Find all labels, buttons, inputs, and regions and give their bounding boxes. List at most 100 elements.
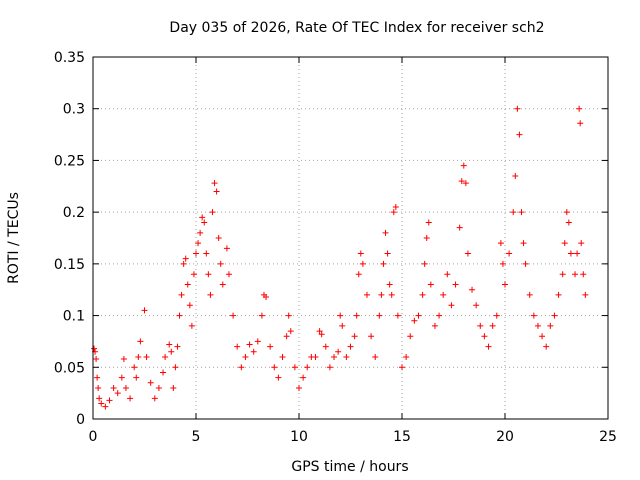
data-point [493,312,500,319]
data-point [300,374,307,381]
data-point [339,322,346,329]
data-point [539,333,546,340]
data-point [114,390,121,397]
data-point [440,291,447,298]
data-point [368,333,375,340]
data-point [316,328,323,335]
data-point [326,364,333,371]
data-point [534,322,541,329]
data-point [106,397,113,404]
y-tick-label: 0.15 [54,257,85,273]
y-tick-label: 0.2 [63,205,85,221]
data-point [357,250,364,257]
data-point [499,260,506,267]
data-point [174,343,181,350]
data-point [448,302,455,309]
data-point [271,364,278,371]
y-tick-label: 0.25 [54,153,85,169]
data-point [530,312,537,319]
data-point [497,240,504,247]
data-point [458,178,465,185]
data-point [580,271,587,278]
data-point [473,302,480,309]
data-point [372,353,379,360]
data-point [291,364,298,371]
data-point [510,209,517,216]
x-tick-label: 25 [599,429,617,445]
data-point [407,333,414,340]
data-point [98,400,105,407]
data-point [572,271,579,278]
data-point [246,341,253,348]
data-point [182,255,189,262]
data-point [304,364,311,371]
data-point [563,209,570,216]
data-point [337,312,344,319]
grid-lines [93,57,608,419]
plot-frame [92,56,609,420]
data-point [201,219,208,226]
data-point [518,209,525,216]
data-point [160,369,167,376]
data-point [582,291,589,298]
data-point [481,333,488,340]
data-point [565,219,572,226]
x-tick-label: 20 [496,429,514,445]
data-point [250,348,257,355]
data-point [464,250,471,257]
data-point [296,384,302,391]
axis-ticks: 0 5 10 15 20 25 0 0.05 0.1 0.15 0.2 0.25 0.3 0.35 [54,50,617,445]
y-tick-label: 0.35 [54,50,85,66]
data-point [127,395,134,402]
y-tick-label: 0.3 [63,102,85,118]
data-point [425,219,432,226]
data-point [506,250,513,257]
data-point [431,322,438,329]
data-point [427,281,434,288]
data-point [267,343,274,350]
data-point [217,260,224,267]
data-point [576,105,583,112]
data-point [143,353,150,360]
data-point [380,260,387,267]
data-point [388,291,395,298]
data-point [176,312,183,319]
data-point [180,260,187,267]
x-tick-label: 10 [290,429,308,445]
data-point [378,291,385,298]
data-point [555,291,562,298]
data-point [520,240,527,247]
data-point [188,322,195,329]
chart-title: Day 035 of 2026, Rate Of TEC Index for r… [169,20,544,36]
data-point [452,281,459,288]
data-point [275,374,282,381]
data-point [95,384,102,391]
data-point [162,353,169,360]
data-point [543,343,550,350]
data-point [399,364,405,371]
data-point [444,271,451,278]
data-point [516,131,523,138]
data-point [287,328,294,335]
data-point [118,374,125,381]
y-tick-label: 0.1 [63,309,85,325]
data-point [172,364,179,371]
data-point [137,338,144,345]
data-point [514,105,521,112]
data-point [384,250,391,257]
data-point [489,322,496,329]
data-point [199,214,206,221]
data-point [456,224,463,231]
data-point [421,260,428,267]
data-point [186,302,193,309]
data-point [93,356,100,363]
data-point [120,356,127,363]
data-point [353,312,360,319]
data-point [131,364,138,371]
data-point [347,343,354,350]
data-point [390,209,397,216]
data-point [91,345,98,352]
data-point [215,235,222,241]
data-point [351,333,358,340]
x-axis-label: GPS time / hours [291,459,408,475]
